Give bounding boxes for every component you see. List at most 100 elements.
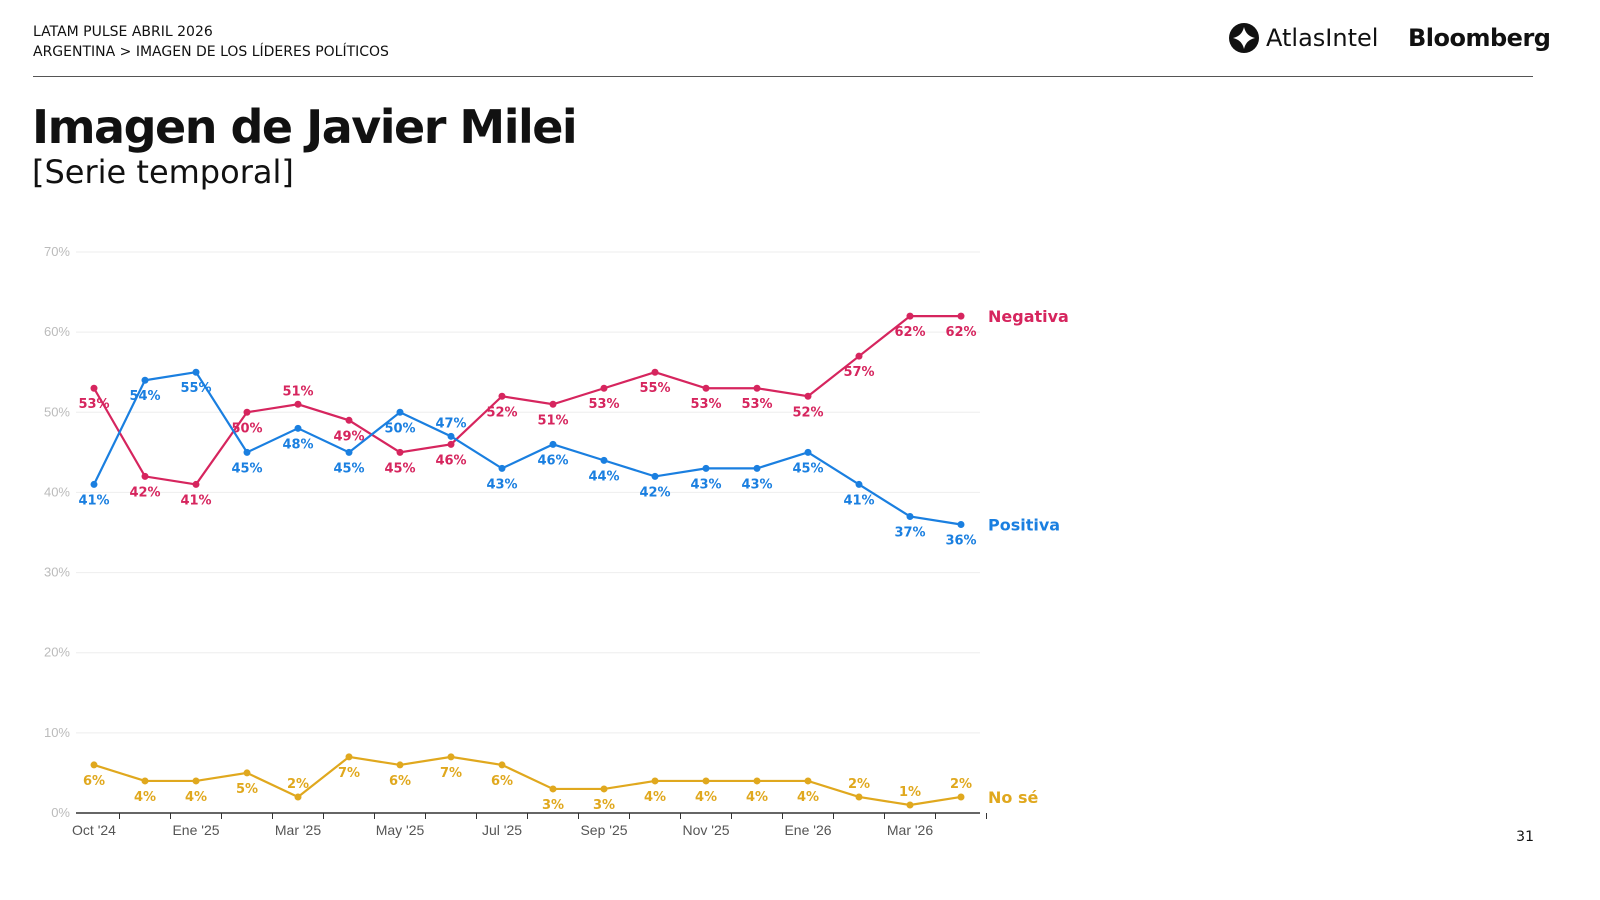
data-point	[957, 793, 965, 801]
data-point	[141, 376, 149, 384]
data-label: 43%	[741, 477, 772, 492]
y-tick-label: 20%	[44, 645, 70, 660]
data-label: 4%	[695, 790, 717, 805]
header-divider	[33, 76, 1533, 77]
data-label: 41%	[180, 493, 211, 508]
data-point	[804, 777, 812, 785]
data-label: 62%	[945, 325, 976, 340]
data-label: 49%	[333, 429, 364, 444]
atlasintel-logo: AtlasIntel	[1228, 22, 1378, 54]
data-point	[855, 480, 863, 488]
data-label: 43%	[486, 477, 517, 492]
data-label: 55%	[639, 381, 670, 396]
y-tick-label: 50%	[44, 404, 70, 419]
data-point	[498, 464, 506, 472]
data-point	[804, 448, 812, 456]
y-tick-label: 40%	[44, 484, 70, 499]
data-point	[396, 408, 404, 416]
series-line	[93, 755, 962, 807]
x-tick-label: Nov '25	[682, 822, 729, 838]
data-label: 42%	[639, 485, 670, 500]
series-line	[93, 315, 961, 486]
data-label: 3%	[542, 798, 564, 813]
data-point	[702, 464, 710, 472]
data-point	[549, 785, 557, 793]
data-point	[192, 368, 200, 376]
data-point	[906, 801, 914, 809]
data-label: 2%	[950, 777, 972, 792]
data-point	[855, 793, 863, 801]
x-tick-label: Oct '24	[72, 822, 116, 838]
data-label: 7%	[338, 766, 360, 781]
data-label: 6%	[389, 774, 411, 789]
data-label: 36%	[945, 533, 976, 548]
x-tick-label: Ene '25	[172, 822, 219, 838]
atlas-logo-icon	[1229, 23, 1259, 53]
data-point	[702, 384, 710, 392]
x-tick-label: Mar '25	[275, 822, 321, 838]
data-label: 41%	[78, 493, 109, 508]
data-point	[753, 384, 761, 392]
data-point	[498, 761, 506, 769]
data-point	[753, 777, 761, 785]
atlas-logo-text: AtlasIntel	[1266, 24, 1379, 52]
page-title: Imagen de Javier Milei	[32, 100, 578, 154]
data-label: 43%	[690, 477, 721, 492]
data-point	[141, 472, 149, 480]
data-point	[447, 440, 455, 448]
data-point	[855, 352, 863, 360]
data-label: 5%	[236, 782, 258, 797]
data-point	[294, 424, 302, 432]
data-label: 46%	[537, 453, 568, 468]
series-label: Positiva	[988, 515, 1060, 534]
data-label: 45%	[231, 461, 262, 476]
data-label: 45%	[384, 461, 415, 476]
data-point	[141, 777, 149, 785]
series-line	[93, 371, 962, 526]
y-tick-label: 60%	[44, 324, 70, 339]
bloomberg-logo: Bloomberg	[1408, 24, 1551, 52]
data-label: 54%	[129, 389, 160, 404]
data-point	[549, 440, 557, 448]
data-label: 4%	[134, 790, 156, 805]
data-point	[345, 753, 353, 761]
data-label: 4%	[185, 790, 207, 805]
data-label: 46%	[435, 453, 466, 468]
data-label: 6%	[491, 774, 513, 789]
data-label: 53%	[741, 397, 772, 412]
data-label: 3%	[593, 798, 615, 813]
page-number: 31	[1516, 829, 1534, 845]
data-label: 50%	[384, 421, 415, 436]
data-label: 4%	[644, 790, 666, 805]
data-point	[957, 312, 965, 320]
data-point	[396, 448, 404, 456]
data-label: 4%	[797, 790, 819, 805]
data-label: 53%	[78, 397, 109, 412]
y-tick-label: 10%	[44, 725, 70, 740]
data-label: 45%	[333, 461, 364, 476]
data-label: 2%	[287, 777, 309, 792]
y-tick-label: 30%	[44, 565, 70, 580]
data-point	[957, 520, 965, 528]
data-label: 44%	[588, 469, 619, 484]
data-label: 53%	[588, 397, 619, 412]
data-point	[345, 416, 353, 424]
data-label: 42%	[129, 485, 160, 500]
data-label: 37%	[894, 525, 925, 540]
x-tick-label: Jul '25	[482, 822, 522, 838]
data-point	[243, 408, 251, 416]
breadcrumb: LATAM PULSE ABRIL 2026 ARGENTINA > IMAGE…	[33, 22, 389, 62]
data-label: 51%	[282, 384, 313, 399]
data-label: 50%	[231, 421, 262, 436]
data-point	[243, 769, 251, 777]
data-label: 47%	[435, 416, 466, 431]
data-point	[549, 400, 557, 408]
data-point	[396, 761, 404, 769]
data-label: 1%	[899, 785, 921, 800]
x-tick-label: Sep '25	[580, 822, 627, 838]
data-point	[345, 448, 353, 456]
data-point	[651, 777, 659, 785]
data-label: 55%	[180, 381, 211, 396]
data-label: 48%	[282, 437, 313, 452]
data-label: 53%	[690, 397, 721, 412]
